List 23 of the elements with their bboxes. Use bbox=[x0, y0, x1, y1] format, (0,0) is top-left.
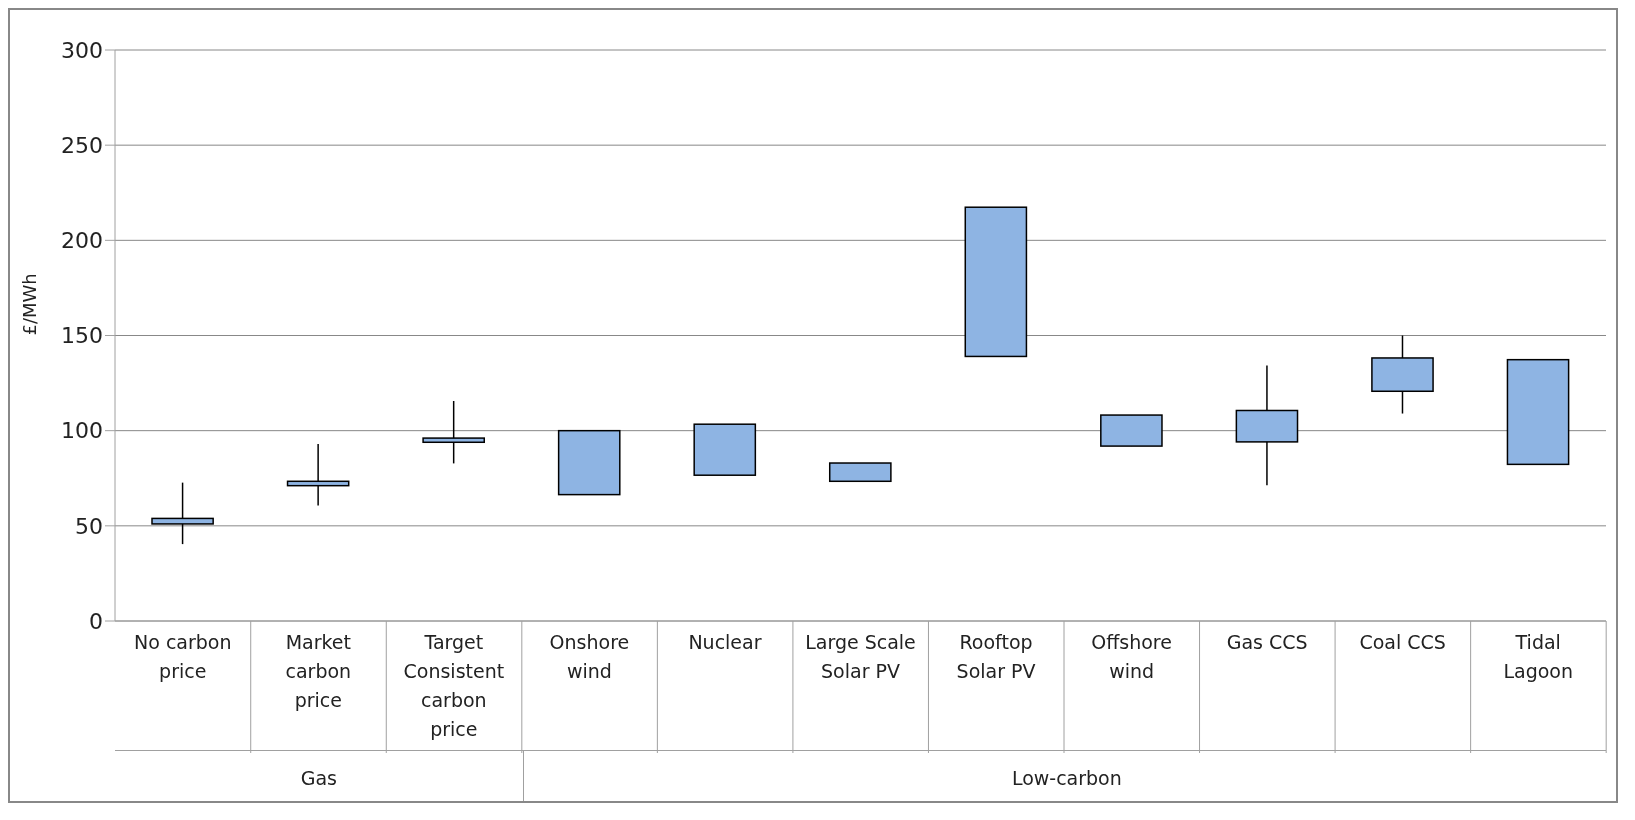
x-tick-label: No carbon price bbox=[134, 631, 232, 682]
x-tick-label: Rooftop Solar PV bbox=[956, 631, 1036, 682]
x-tick-label: Onshore wind bbox=[549, 631, 630, 682]
x-tick-label: Tidal Lagoon bbox=[1503, 631, 1574, 682]
y-tick-label: 250 bbox=[61, 132, 103, 158]
candlestick bbox=[151, 481, 214, 545]
x-tick-label: Market carbon price bbox=[285, 631, 352, 711]
x-tick-label: Target Consistent carbon price bbox=[403, 631, 505, 740]
x-tick-label: Nuclear bbox=[688, 631, 762, 653]
x-tick-label: Gas CCS bbox=[1226, 631, 1308, 653]
candlestick bbox=[422, 400, 485, 465]
y-tick-label: 200 bbox=[61, 228, 103, 254]
y-tick-label: 150 bbox=[61, 323, 103, 349]
x-tick-label: Coal CCS bbox=[1359, 631, 1446, 653]
text: Low-carbon bbox=[522, 750, 1610, 801]
x-tick-label: Offshore wind bbox=[1091, 631, 1172, 682]
y-tick-label: 100 bbox=[61, 418, 103, 444]
x-tick-label: Large Scale Solar PV bbox=[805, 631, 916, 682]
y-tick-label: 50 bbox=[75, 513, 103, 539]
y-axis-title: £/MWh bbox=[19, 273, 41, 336]
text: Gas bbox=[299, 766, 338, 791]
y-tick-label: 0 bbox=[89, 608, 103, 634]
y-tick-label: 300 bbox=[61, 37, 103, 63]
